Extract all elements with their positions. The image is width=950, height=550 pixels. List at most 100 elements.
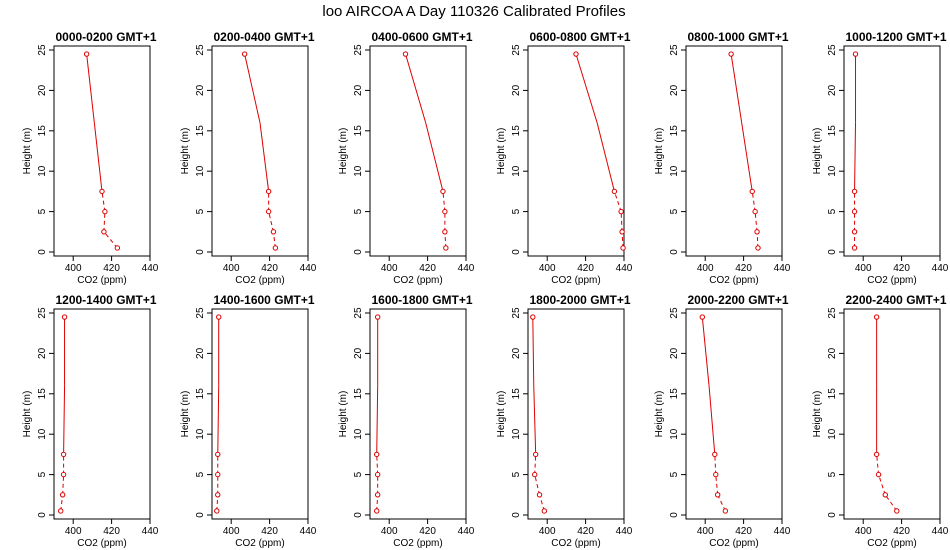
x-tick-label: 440	[458, 263, 475, 274]
profile-segment	[854, 122, 857, 192]
x-tick-label: 440	[616, 526, 633, 537]
profile-segment	[272, 231, 276, 249]
profile-segment	[708, 385, 716, 455]
y-tick-label: 5	[669, 471, 680, 477]
y-tick-label: 10	[37, 428, 48, 440]
profile-point	[443, 245, 449, 251]
y-axis-label: Height (m)	[338, 128, 349, 175]
profile-point	[374, 314, 381, 320]
y-tick-label: 15	[511, 125, 522, 137]
profile-point	[215, 471, 221, 478]
profile-point	[894, 508, 900, 514]
profile-point	[875, 471, 882, 478]
plot-frame	[211, 308, 309, 520]
profile-point	[58, 508, 64, 514]
y-axis-label: Height (m)	[496, 128, 507, 175]
y-tick-label: 5	[195, 471, 206, 477]
profile-point	[265, 208, 272, 215]
profile-point	[851, 245, 858, 251]
y-tick-label: 25	[353, 307, 364, 319]
y-tick-label: 10	[669, 428, 680, 440]
y-tick-label: 0	[511, 249, 522, 255]
y-tick-label: 5	[827, 208, 838, 214]
y-tick-label: 20	[353, 84, 364, 96]
x-tick-label: 440	[300, 526, 317, 537]
profile-point	[59, 492, 66, 498]
panel-title: 1600-1800 GMT+1	[371, 293, 472, 307]
profile-segment	[754, 211, 758, 232]
x-tick-label: 400	[223, 526, 240, 537]
y-tick-label: 10	[827, 428, 838, 440]
plot-frame	[53, 308, 151, 520]
y-axis-label: Height (m)	[180, 391, 191, 438]
profile-point	[442, 229, 448, 235]
panel-grid: 0000-0200 GMT+1 400 420 440 0 5 10 15 20 25 CO2 (p…	[22, 30, 949, 549]
profile-segment	[425, 122, 444, 192]
profile-point	[620, 245, 626, 251]
profile-point	[611, 188, 618, 195]
x-axis-label: CO2 (ppm)	[551, 538, 600, 549]
x-tick-label: 400	[855, 526, 872, 537]
y-tick-label: 5	[511, 208, 522, 214]
y-tick-label: 25	[353, 44, 364, 56]
profile-point	[749, 188, 755, 195]
y-tick-label: 0	[827, 512, 838, 518]
plot-frame	[369, 308, 467, 520]
y-tick-label: 15	[669, 125, 680, 137]
profile-segment	[376, 385, 379, 455]
y-axis-label: Height (m)	[654, 128, 665, 175]
x-axis-label: CO2 (ppm)	[551, 275, 600, 286]
y-tick-label: 0	[827, 249, 838, 255]
x-axis-label: CO2 (ppm)	[77, 275, 126, 286]
profile-segment	[217, 385, 220, 455]
profile-point	[851, 188, 858, 195]
y-axis-label: Height (m)	[654, 391, 665, 438]
profile-point	[755, 245, 761, 251]
y-tick-label: 5	[511, 471, 522, 477]
y-tick-label: 15	[511, 388, 522, 400]
profile-segment	[60, 494, 64, 512]
profile-segment	[876, 454, 880, 475]
profile-segment	[539, 494, 545, 512]
y-tick-label: 15	[827, 388, 838, 400]
profile-point	[532, 451, 539, 458]
y-tick-label: 25	[37, 307, 48, 319]
y-tick-label: 20	[195, 84, 206, 96]
profile-point	[728, 51, 734, 57]
profile-point	[754, 229, 760, 235]
y-axis-label: Height (m)	[812, 391, 823, 438]
profile-point	[83, 51, 90, 57]
profile-point	[752, 208, 758, 215]
panel-1: 0000-0200 GMT+1 400 420 440 0 5 10 15 20 25 CO2 (p…	[22, 30, 159, 286]
x-axis-label: CO2 (ppm)	[393, 275, 442, 286]
plot-frame	[843, 45, 941, 257]
y-tick-label: 25	[511, 44, 522, 56]
figure-title: loo AIRCOA A Day 110326 Calibrated Profi…	[322, 3, 625, 20]
profile-point	[241, 51, 248, 57]
y-tick-label: 0	[353, 512, 364, 518]
y-tick-label: 20	[37, 84, 48, 96]
panel-title: 1800-2000 GMT+1	[529, 293, 630, 307]
panel-title: 2200-2400 GMT+1	[845, 293, 946, 307]
y-tick-label: 25	[827, 44, 838, 56]
profile-segment	[715, 474, 719, 495]
x-tick-label: 400	[697, 263, 714, 274]
x-tick-label: 440	[774, 263, 791, 274]
x-tick-label: 420	[261, 263, 278, 274]
x-tick-label: 440	[616, 263, 633, 274]
y-tick-label: 15	[669, 388, 680, 400]
x-axis-label: CO2 (ppm)	[709, 275, 758, 286]
panel-11: 2000-2200 GMT+1 400 420 440 0 5 10 15 20 25 CO2 (p…	[654, 293, 791, 549]
x-tick-label: 420	[103, 263, 120, 274]
profile-point	[573, 51, 579, 57]
profile-segment	[575, 53, 598, 123]
y-tick-label: 20	[37, 347, 48, 359]
y-tick-label: 25	[827, 307, 838, 319]
y-tick-label: 10	[827, 165, 838, 177]
x-tick-label: 400	[539, 263, 556, 274]
plot-frame	[211, 45, 309, 257]
y-tick-label: 0	[195, 249, 206, 255]
x-tick-label: 400	[223, 263, 240, 274]
y-tick-label: 0	[669, 512, 680, 518]
